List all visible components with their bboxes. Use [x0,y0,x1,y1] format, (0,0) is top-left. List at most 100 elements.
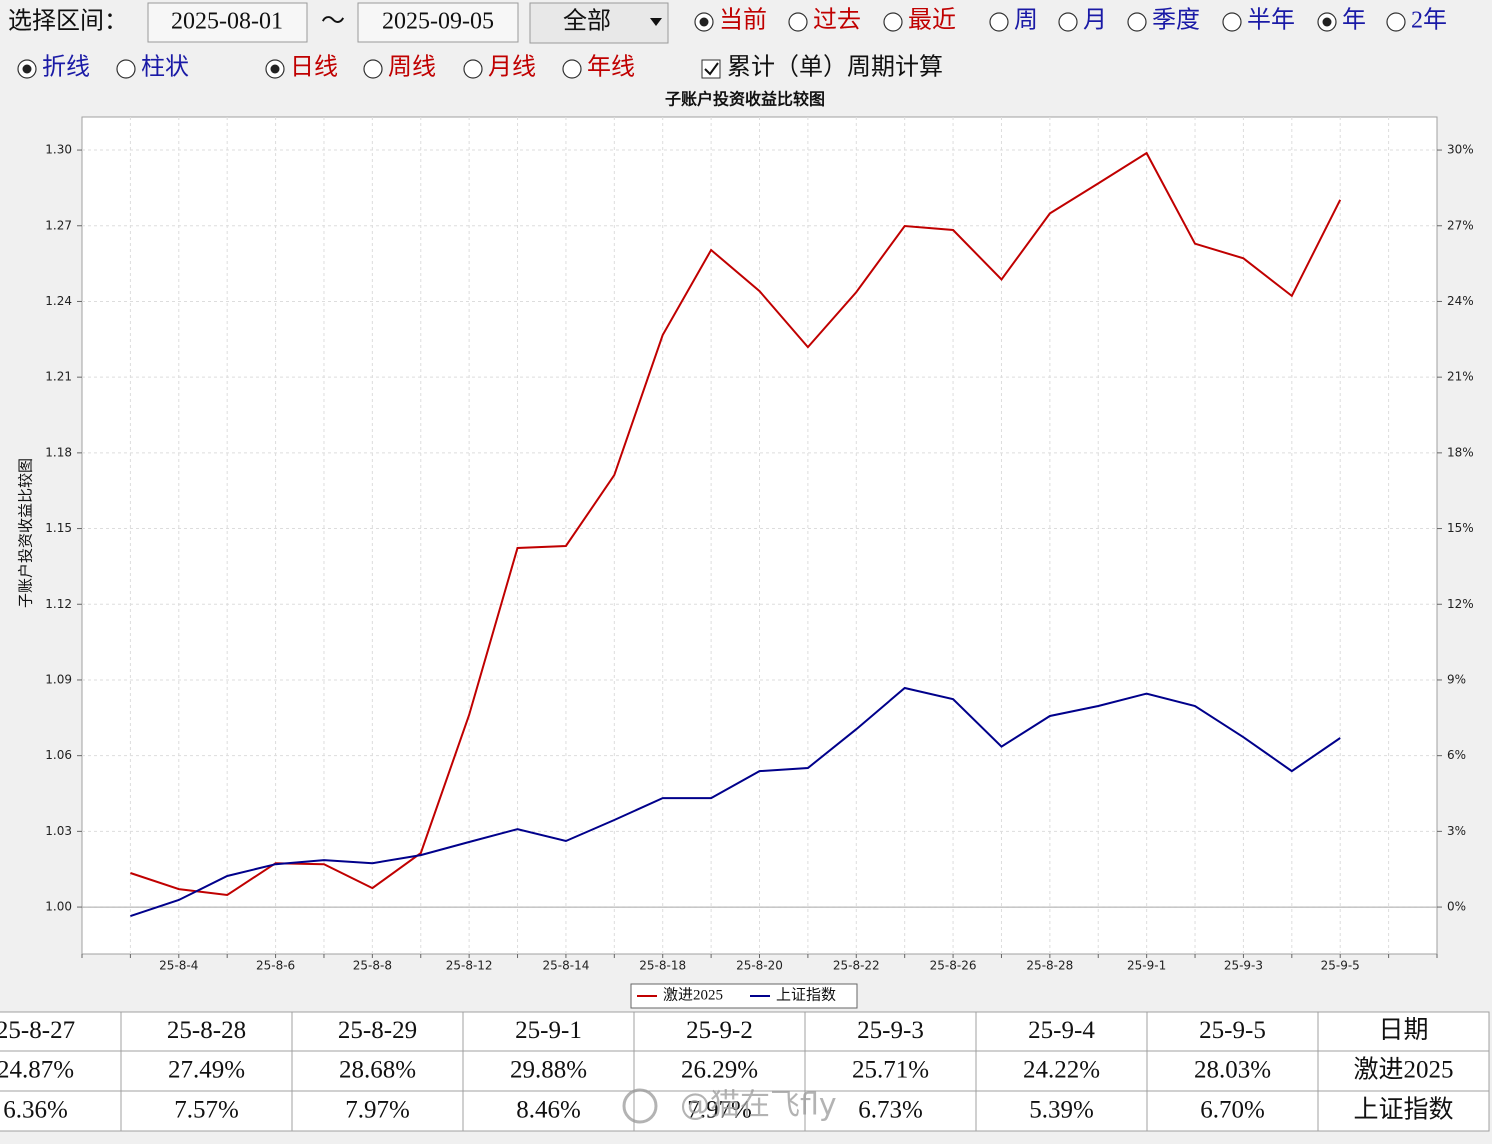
y2-tick-label: 24% [1447,294,1474,308]
radio-label[interactable]: 周线 [388,54,436,81]
y2-tick-label: 15% [1447,521,1474,535]
table-cell [975,1050,1148,1092]
table-cell-text: 6.73% [858,1097,923,1124]
radio-label[interactable]: 柱状 [141,54,189,81]
date-input[interactable] [147,2,308,43]
y2-tick-label: 21% [1447,370,1474,384]
x-tick-label: 25-8-4 [159,959,198,973]
table-cell-text: 25-9-5 [1199,1017,1266,1044]
x-tick-label: 25-8-12 [446,959,493,973]
table-cell-text: 日期 [1378,1017,1428,1044]
table-cell-text: 27.49% [168,1057,245,1084]
radio-dot [22,64,32,74]
table-cell-text: 25-9-1 [515,1017,582,1044]
x-tick-label: 25-9-5 [1321,959,1360,973]
x-tick-label: 25-8-8 [353,959,392,973]
scope-select[interactable] [529,2,669,44]
x-tick-label: 25-8-20 [736,959,783,973]
radio-label[interactable]: 日线 [290,54,338,81]
table-cell-text: 25-8-27 [0,1017,75,1044]
table-cell [975,1090,1148,1132]
y2-tick-label: 30% [1447,143,1474,157]
radio-label[interactable]: 2年 [1411,7,1447,34]
plot-area [81,116,1438,955]
x-tick-label: 25-9-1 [1127,959,1166,973]
table-cell [804,1011,977,1052]
radio-label[interactable]: 月线 [488,54,536,81]
radio-button[interactable] [883,12,903,32]
table-cell-text: 6.70% [1200,1097,1265,1124]
table-cell-text: 25-9-3 [857,1017,924,1044]
radio-button[interactable] [788,12,808,32]
y-tick-label: 1.03 [45,824,72,838]
radio-dot [699,17,709,27]
radio-label[interactable]: 折线 [42,54,90,81]
x-tick-label: 25-9-3 [1224,959,1263,973]
y-tick-label: 1.18 [45,445,72,459]
y-tick-label: 1.15 [45,521,72,535]
radio-button[interactable] [463,59,483,79]
table-cell [291,1090,464,1132]
table-cell [1317,1011,1490,1052]
radio-label[interactable]: 月 [1083,8,1107,34]
series-line [130,686,1341,918]
table-cell-text: 7.97% [345,1097,410,1124]
checkbox-label[interactable]: 累计（单）周期计算 [727,54,943,81]
radio-button[interactable] [1222,12,1242,32]
radio-button[interactable] [562,59,582,79]
table-cell [0,1011,122,1052]
radio-label[interactable]: 周 [1014,8,1038,34]
y2-tick-label: 3% [1447,824,1466,838]
radio-button[interactable] [989,12,1009,32]
table-cell [462,1050,635,1092]
table-cell [633,1090,806,1132]
radio-button[interactable] [116,59,136,79]
date-input[interactable] [357,2,519,43]
radio-dot [270,64,280,74]
radio-label[interactable]: 最近 [908,7,956,34]
radio-button[interactable] [1127,12,1147,32]
table-cell [462,1011,635,1052]
y2-tick-label: 18% [1447,445,1474,459]
radio-label[interactable]: 半年 [1247,7,1295,34]
y-tick-label: 1.06 [45,748,72,762]
x-tick-label: 25-8-22 [833,959,880,973]
y-tick-label: 1.27 [45,218,72,232]
watermark: @猫在飞fly [680,1088,837,1123]
y2-tick-label: 6% [1447,748,1466,762]
table-cell-text: 28.03% [1194,1057,1271,1084]
y-tick-label: 1.12 [45,597,72,611]
table-cell [120,1050,293,1092]
table-cell-text: 5.39% [1029,1097,1094,1124]
table-cell [1317,1090,1490,1132]
table-cell-text: 24.22% [1023,1057,1100,1084]
table-cell-text: 25.71% [852,1057,929,1084]
radio-label[interactable]: 当前 [719,7,767,34]
table-cell [462,1090,635,1132]
radio-button[interactable] [1058,12,1078,32]
table-cell-text: 25-9-2 [686,1017,753,1044]
y-tick-label: 1.30 [45,143,72,157]
table-cell [804,1090,977,1132]
legend-label: 上证指数 [776,986,836,1003]
end-date[interactable]: 2025-09-05 [382,9,494,35]
radio-dot [1322,17,1332,27]
radio-label[interactable]: 过去 [813,7,861,34]
table-cell-text: 8.46% [516,1097,581,1124]
scope-value[interactable]: 全部 [563,8,611,35]
table-cell [120,1090,293,1132]
radio-label[interactable]: 季度 [1152,7,1200,34]
radio-button[interactable] [363,59,383,79]
checkbox[interactable] [701,59,721,79]
y2-tick-label: 12% [1447,597,1474,611]
radio-label[interactable]: 年 [1342,7,1366,34]
range-separator: ～ [321,9,345,35]
radio-button[interactable] [1386,12,1406,32]
start-date[interactable]: 2025-08-01 [171,9,283,35]
x-tick-label: 25-8-18 [639,959,686,973]
table-cell-text: 激进2025 [1353,1056,1453,1084]
y-tick-label: 1.21 [45,370,72,384]
radio-label[interactable]: 年线 [587,54,635,81]
x-tick-label: 25-8-6 [256,959,295,973]
